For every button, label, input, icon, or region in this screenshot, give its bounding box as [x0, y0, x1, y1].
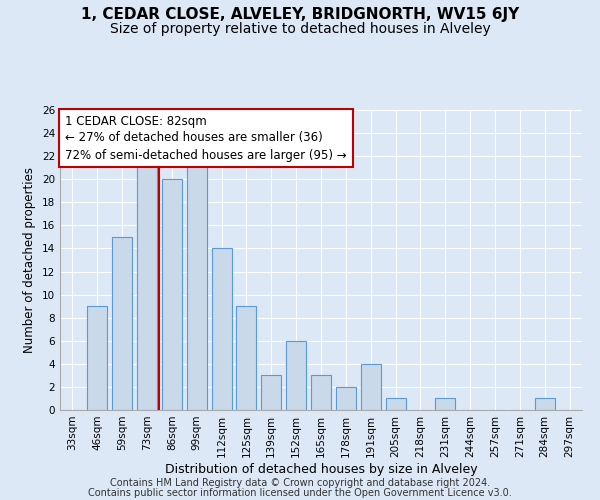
- Bar: [88, 306, 107, 410]
- Bar: [286, 341, 306, 410]
- Bar: [311, 376, 331, 410]
- Bar: [436, 398, 455, 410]
- Text: 1 CEDAR CLOSE: 82sqm
← 27% of detached houses are smaller (36)
72% of semi-detac: 1 CEDAR CLOSE: 82sqm ← 27% of detached h…: [65, 114, 347, 162]
- Bar: [162, 179, 182, 410]
- Bar: [212, 248, 232, 410]
- Text: 1, CEDAR CLOSE, ALVELEY, BRIDGNORTH, WV15 6JY: 1, CEDAR CLOSE, ALVELEY, BRIDGNORTH, WV1…: [81, 8, 519, 22]
- Bar: [112, 237, 132, 410]
- Bar: [187, 156, 206, 410]
- Bar: [386, 398, 406, 410]
- Text: Contains HM Land Registry data © Crown copyright and database right 2024.: Contains HM Land Registry data © Crown c…: [110, 478, 490, 488]
- Bar: [236, 306, 256, 410]
- Bar: [262, 376, 281, 410]
- X-axis label: Distribution of detached houses by size in Alveley: Distribution of detached houses by size …: [164, 462, 478, 475]
- Bar: [361, 364, 380, 410]
- Bar: [336, 387, 356, 410]
- Y-axis label: Number of detached properties: Number of detached properties: [23, 167, 37, 353]
- Text: Size of property relative to detached houses in Alveley: Size of property relative to detached ho…: [110, 22, 490, 36]
- Bar: [137, 156, 157, 410]
- Text: Contains public sector information licensed under the Open Government Licence v3: Contains public sector information licen…: [88, 488, 512, 498]
- Bar: [535, 398, 554, 410]
